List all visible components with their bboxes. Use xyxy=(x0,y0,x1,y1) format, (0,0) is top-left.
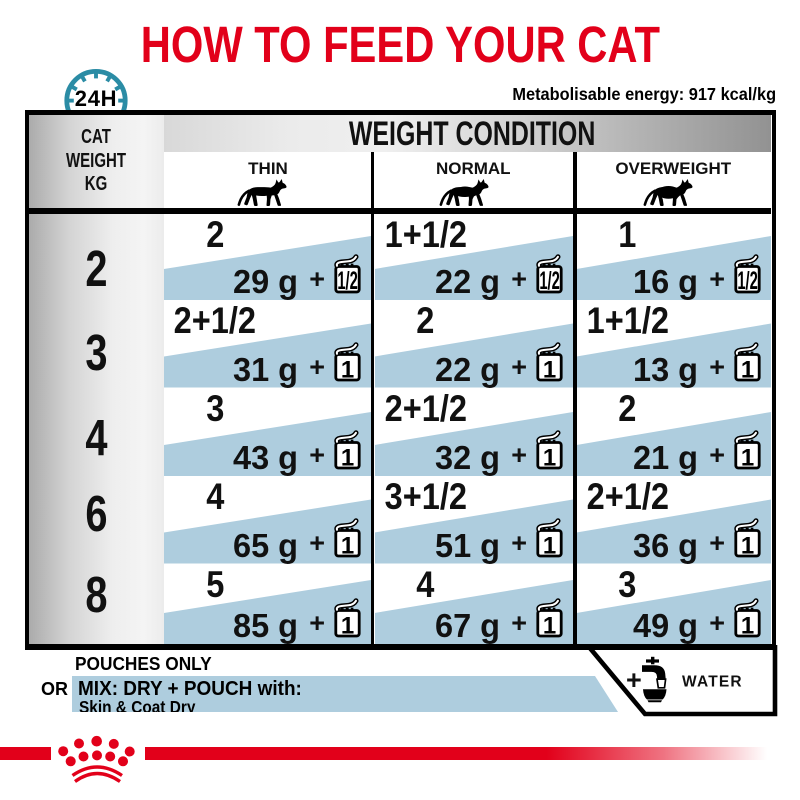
svg-text:1: 1 xyxy=(741,445,754,471)
svg-text:1/2: 1/2 xyxy=(539,267,560,294)
svg-text:1: 1 xyxy=(341,445,354,471)
svg-text:+: + xyxy=(626,665,642,695)
svg-text:1: 1 xyxy=(341,613,354,639)
svg-text:1: 1 xyxy=(543,356,556,382)
svg-text:1: 1 xyxy=(543,445,556,471)
svg-text:1: 1 xyxy=(543,613,556,639)
svg-text:1: 1 xyxy=(741,613,754,639)
svg-text:1: 1 xyxy=(543,532,556,558)
svg-text:1: 1 xyxy=(341,532,354,558)
svg-text:1: 1 xyxy=(341,356,354,382)
svg-text:1: 1 xyxy=(741,532,754,558)
svg-text:1: 1 xyxy=(741,356,754,382)
svg-text:1/2: 1/2 xyxy=(737,267,758,294)
svg-text:WATER: WATER xyxy=(682,674,743,691)
svg-text:1/2: 1/2 xyxy=(337,267,358,294)
